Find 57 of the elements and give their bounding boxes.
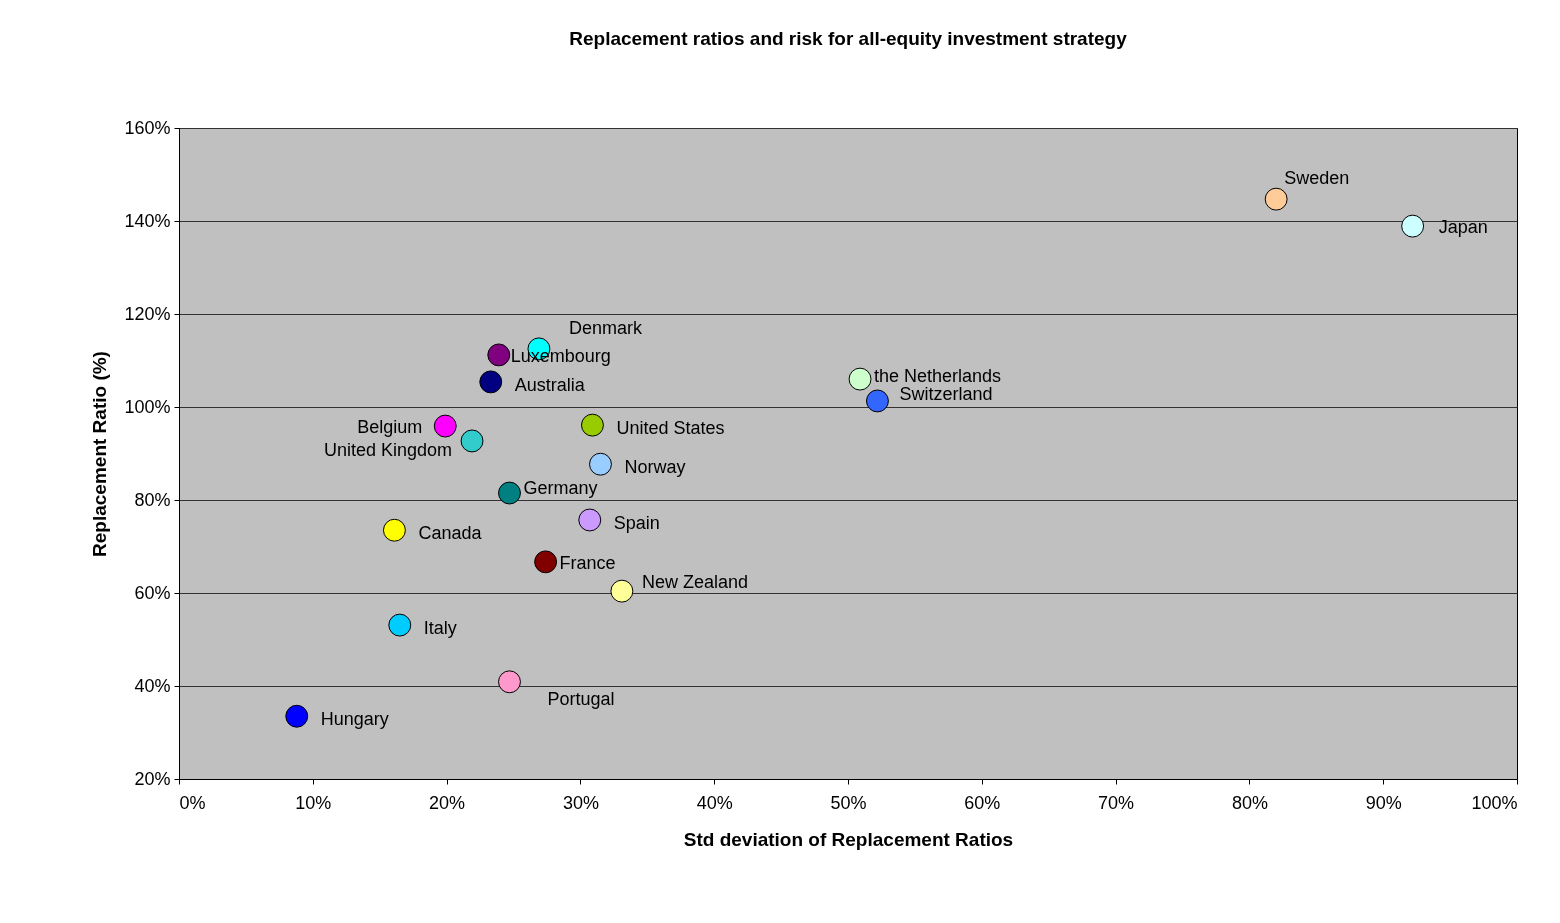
x-tick-label: 40% bbox=[696, 792, 733, 813]
point bbox=[487, 343, 511, 367]
series-label: Hungary bbox=[320, 709, 389, 730]
series-label: Spain bbox=[613, 512, 660, 533]
series-label: Denmark bbox=[568, 317, 643, 338]
point bbox=[534, 550, 558, 574]
series-label: Sweden bbox=[1284, 168, 1350, 189]
series-label: Canada bbox=[418, 523, 483, 544]
series-label: Australia bbox=[514, 374, 586, 395]
chart-title: Replacement ratios and risk for all-equity investment strategy bbox=[569, 28, 1128, 49]
x-tick-label: 90% bbox=[1365, 792, 1402, 813]
series-label: New Zealand bbox=[641, 572, 748, 593]
y-tick-label: 80% bbox=[134, 489, 171, 510]
point bbox=[388, 613, 412, 637]
point bbox=[1264, 187, 1288, 211]
x-tick-label: 100% bbox=[1471, 792, 1518, 813]
series-label: United States bbox=[616, 418, 725, 439]
point bbox=[1401, 214, 1425, 238]
point bbox=[382, 518, 406, 542]
x-tick-label: 60% bbox=[964, 792, 1001, 813]
x-tick-label: 50% bbox=[830, 792, 867, 813]
y-axis-title: Replacement Ratio (%) bbox=[89, 351, 111, 557]
point bbox=[460, 429, 484, 453]
y-tick-label: 20% bbox=[134, 768, 171, 789]
series-label: Italy bbox=[423, 618, 457, 639]
point bbox=[865, 389, 889, 413]
point bbox=[285, 704, 309, 728]
point bbox=[498, 481, 521, 505]
point bbox=[848, 367, 872, 391]
series-label: Japan bbox=[1438, 217, 1488, 238]
point bbox=[610, 579, 634, 603]
x-axis-title: Std deviation of Replacement Ratios bbox=[683, 828, 1014, 850]
x-tick-label: 20% bbox=[429, 792, 466, 813]
y-tick-label: 120% bbox=[124, 303, 171, 324]
series-label: Belgium bbox=[357, 417, 423, 438]
series-label: Luxembourg bbox=[510, 345, 611, 366]
series-label: Portugal bbox=[547, 688, 615, 709]
x-tick-label: 80% bbox=[1231, 792, 1268, 813]
y-tick-label: 160% bbox=[124, 117, 171, 138]
point bbox=[498, 670, 521, 694]
y-tick-label: 60% bbox=[134, 582, 171, 603]
point bbox=[433, 414, 457, 438]
series-label: Germany bbox=[523, 478, 598, 499]
x-tick-label: 0% bbox=[179, 792, 206, 813]
y-tick-label: 140% bbox=[124, 210, 171, 231]
x-tick-label: 70% bbox=[1098, 792, 1135, 813]
series-label: Norway bbox=[624, 457, 686, 478]
x-tick-label: 30% bbox=[562, 792, 599, 813]
point bbox=[580, 413, 604, 437]
series-label: France bbox=[559, 552, 616, 573]
point bbox=[589, 452, 612, 476]
point bbox=[578, 508, 602, 532]
y-tick-label: 100% bbox=[124, 396, 171, 417]
series-label: United Kingdom bbox=[324, 439, 453, 460]
x-tick-label: 10% bbox=[295, 792, 332, 813]
y-tick-label: 40% bbox=[134, 675, 171, 696]
point bbox=[479, 370, 503, 394]
